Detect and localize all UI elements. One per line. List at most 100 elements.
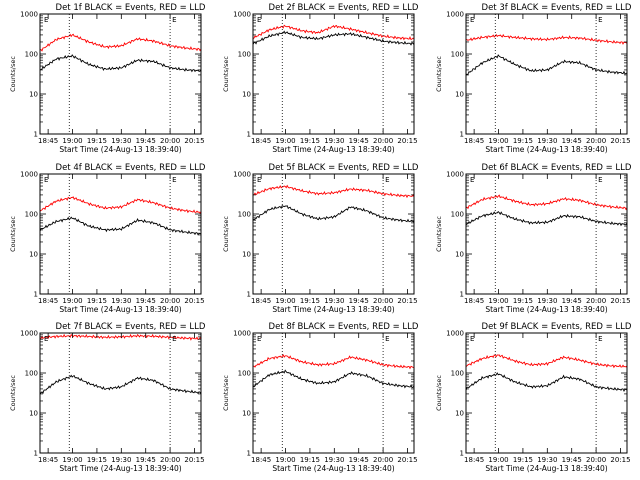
y-tick-label: 1	[460, 131, 464, 139]
y-tick-label: 100	[451, 51, 464, 59]
y-axis-label: Counts/sec	[222, 216, 230, 252]
panel-title: Det 2f BLACK = Events, RED = LLD	[269, 3, 419, 13]
y-tick-label: 10	[242, 91, 251, 99]
y-tick-label: 10	[242, 251, 251, 259]
y-tick-label: 100	[25, 51, 38, 59]
panel-det-9: Det 9f BLACK = Events, RED = LLD E E 1 10 100…	[435, 322, 632, 473]
marker-label-e: E	[44, 335, 48, 343]
x-tick-label: 20:00	[373, 297, 393, 305]
panel-title: Det 9f BLACK = Events, RED = LLD	[482, 322, 632, 332]
y-tick-label: 10	[29, 91, 38, 99]
x-tick-label: 20:15	[184, 297, 204, 305]
marker-label-e: E	[598, 16, 602, 24]
x-tick-label: 18:45	[38, 297, 58, 305]
y-tick-label: 10	[242, 410, 251, 418]
x-tick-label: 19:15	[300, 297, 320, 305]
marker-label-e: E	[385, 335, 389, 343]
series-lld	[465, 194, 628, 211]
x-tick-label: 19:15	[87, 456, 107, 464]
panel-title: Det 5f BLACK = Events, RED = LLD	[269, 163, 419, 173]
plot-frame	[252, 173, 415, 295]
x-axis-label: Start Time (24-Aug-13 18:39:40)	[485, 305, 607, 314]
series-lld	[465, 33, 628, 45]
y-axis-label: Counts/sec	[222, 375, 230, 411]
x-tick-label: 20:00	[160, 456, 180, 464]
x-tick-label: 18:45	[464, 297, 484, 305]
y-tick-label: 100	[238, 370, 251, 378]
y-tick-label: 1000	[233, 330, 251, 338]
marker-label-e: E	[470, 335, 474, 343]
y-axis-label: Counts/sec	[9, 56, 17, 92]
series-lld	[39, 333, 202, 341]
marker-label-e: E	[172, 176, 176, 184]
x-axis-label: Start Time (24-Aug-13 18:39:40)	[485, 464, 607, 473]
x-tick-label: 19:30	[324, 137, 344, 145]
series-lld	[252, 184, 415, 199]
y-tick-label: 1	[247, 291, 251, 299]
x-tick-label: 20:15	[610, 137, 630, 145]
marker-label-e: E	[257, 176, 261, 184]
y-tick-label: 1	[34, 291, 38, 299]
y-tick-label: 1	[34, 450, 38, 458]
x-axis-label: Start Time (24-Aug-13 18:39:40)	[485, 145, 607, 154]
marker-label-e: E	[44, 176, 48, 184]
x-tick-label: 19:15	[87, 297, 107, 305]
y-axis-label: Counts/sec	[9, 216, 17, 252]
x-axis-label: Start Time (24-Aug-13 18:39:40)	[272, 305, 394, 314]
x-tick-label: 19:30	[111, 137, 131, 145]
x-tick-label: 19:30	[537, 456, 557, 464]
plot-frame	[39, 332, 202, 454]
y-tick-label: 10	[455, 91, 464, 99]
y-tick-label: 1000	[446, 11, 464, 19]
y-tick-label: 1000	[20, 330, 38, 338]
y-tick-label: 1	[460, 291, 464, 299]
marker-label-e: E	[257, 335, 261, 343]
y-tick-label: 1000	[20, 171, 38, 179]
y-tick-label: 1	[247, 131, 251, 139]
x-tick-label: 18:45	[251, 297, 271, 305]
y-axis-label: Counts/sec	[435, 216, 443, 252]
x-tick-label: 19:45	[562, 297, 582, 305]
x-tick-label: 18:45	[38, 456, 58, 464]
panel-det-1: Det 1f BLACK = Events, RED = LLD E E 1 10 100…	[9, 3, 206, 154]
y-tick-label: 1000	[233, 11, 251, 19]
y-tick-label: 1	[34, 131, 38, 139]
x-tick-label: 20:15	[397, 137, 417, 145]
x-axis-label: Start Time (24-Aug-13 18:39:40)	[272, 464, 394, 473]
x-tick-label: 18:45	[464, 137, 484, 145]
x-tick-label: 20:00	[373, 456, 393, 464]
y-axis-label: Counts/sec	[9, 375, 17, 411]
x-tick-label: 19:45	[349, 456, 369, 464]
x-tick-label: 20:00	[586, 456, 606, 464]
y-tick-label: 100	[451, 211, 464, 219]
y-tick-label: 1000	[446, 171, 464, 179]
series-events	[465, 54, 628, 76]
plot-frame	[252, 332, 415, 454]
series-events	[252, 204, 415, 223]
y-tick-label: 1	[460, 450, 464, 458]
x-tick-label: 19:30	[111, 297, 131, 305]
panel-title: Det 7f BLACK = Events, RED = LLD	[56, 322, 206, 332]
x-axis-label: Start Time (24-Aug-13 18:39:40)	[59, 145, 181, 154]
panel-det-8: Det 8f BLACK = Events, RED = LLD E E 1 10 100…	[222, 322, 419, 473]
y-tick-label: 100	[25, 211, 38, 219]
y-axis-label: Counts/sec	[222, 56, 230, 92]
panel-det-5: Det 5f BLACK = Events, RED = LLD E E 1 10 100…	[222, 163, 419, 314]
y-tick-label: 10	[29, 251, 38, 259]
panel-det-3: Det 3f BLACK = Events, RED = LLD E E 1 10 100…	[435, 3, 632, 154]
series-events	[39, 216, 202, 236]
x-tick-label: 19:45	[136, 137, 156, 145]
panel-title: Det 4f BLACK = Events, RED = LLD	[56, 163, 206, 173]
y-tick-label: 1000	[20, 11, 38, 19]
marker-label-e: E	[172, 335, 176, 343]
y-tick-label: 1000	[446, 330, 464, 338]
x-tick-label: 20:15	[610, 297, 630, 305]
marker-label-e: E	[385, 16, 389, 24]
plot-frame	[39, 173, 202, 295]
series-events	[465, 211, 628, 227]
plot-frame	[465, 13, 628, 135]
x-axis-label: Start Time (24-Aug-13 18:39:40)	[59, 464, 181, 473]
series-events	[39, 374, 202, 395]
marker-label-e: E	[172, 16, 176, 24]
panel-det-7: Det 7f BLACK = Events, RED = LLD E E 1 10 100…	[9, 322, 206, 473]
